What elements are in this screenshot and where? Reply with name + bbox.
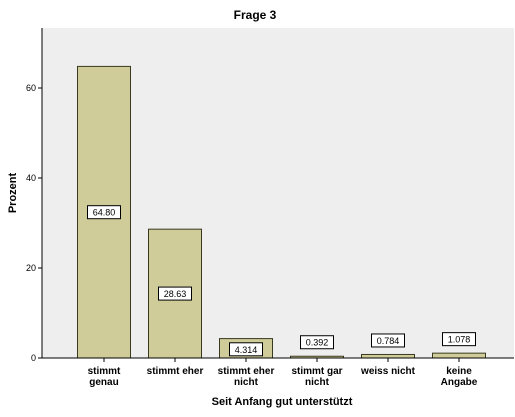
x-tick-label: keine: [446, 366, 472, 377]
bar: [432, 352, 486, 359]
x-tick-label: genau: [89, 377, 118, 388]
data-label-box: [442, 332, 476, 347]
y-tick-label: 20: [26, 263, 36, 273]
y-axis-label: Prozent: [7, 172, 19, 213]
data-label: 0.784: [377, 336, 400, 346]
data-label-box: [87, 205, 121, 220]
x-tick-label: stimmt: [88, 366, 121, 377]
x-axis-label: Seit Anfang gut unterstützt: [212, 396, 353, 408]
x-tick-label: Angabe: [441, 377, 478, 388]
data-label: 28.63: [164, 289, 187, 299]
x-tick-label: nicht: [305, 377, 330, 388]
y-tick-label: 60: [26, 83, 36, 93]
data-label: 0.392: [306, 338, 329, 348]
data-label-box: [371, 333, 405, 348]
y-tick-label: 0: [31, 353, 36, 363]
data-label-box: [300, 335, 334, 350]
chart-title: Frage 3: [234, 8, 277, 22]
data-label: 4.314: [235, 345, 258, 355]
x-tick-label: stimmt gar: [291, 366, 342, 377]
data-label: 1.078: [448, 335, 471, 345]
x-tick-label: stimmt eher: [218, 366, 275, 377]
x-tick-label: weiss nicht: [360, 366, 416, 377]
data-labels-layer: 64.80 28.63 4.314 0.392 0.784 1.078: [87, 205, 476, 357]
data-label-box: [229, 342, 263, 357]
bar: [361, 353, 415, 359]
data-label-box: [158, 286, 192, 301]
y-tick-label: 40: [26, 173, 36, 183]
data-label: 64.80: [93, 208, 116, 218]
y-ticks-layer: 0 20 40 60: [26, 83, 42, 363]
x-tick-label: nicht: [234, 377, 259, 388]
x-tick-label: stimmt eher: [147, 366, 204, 377]
